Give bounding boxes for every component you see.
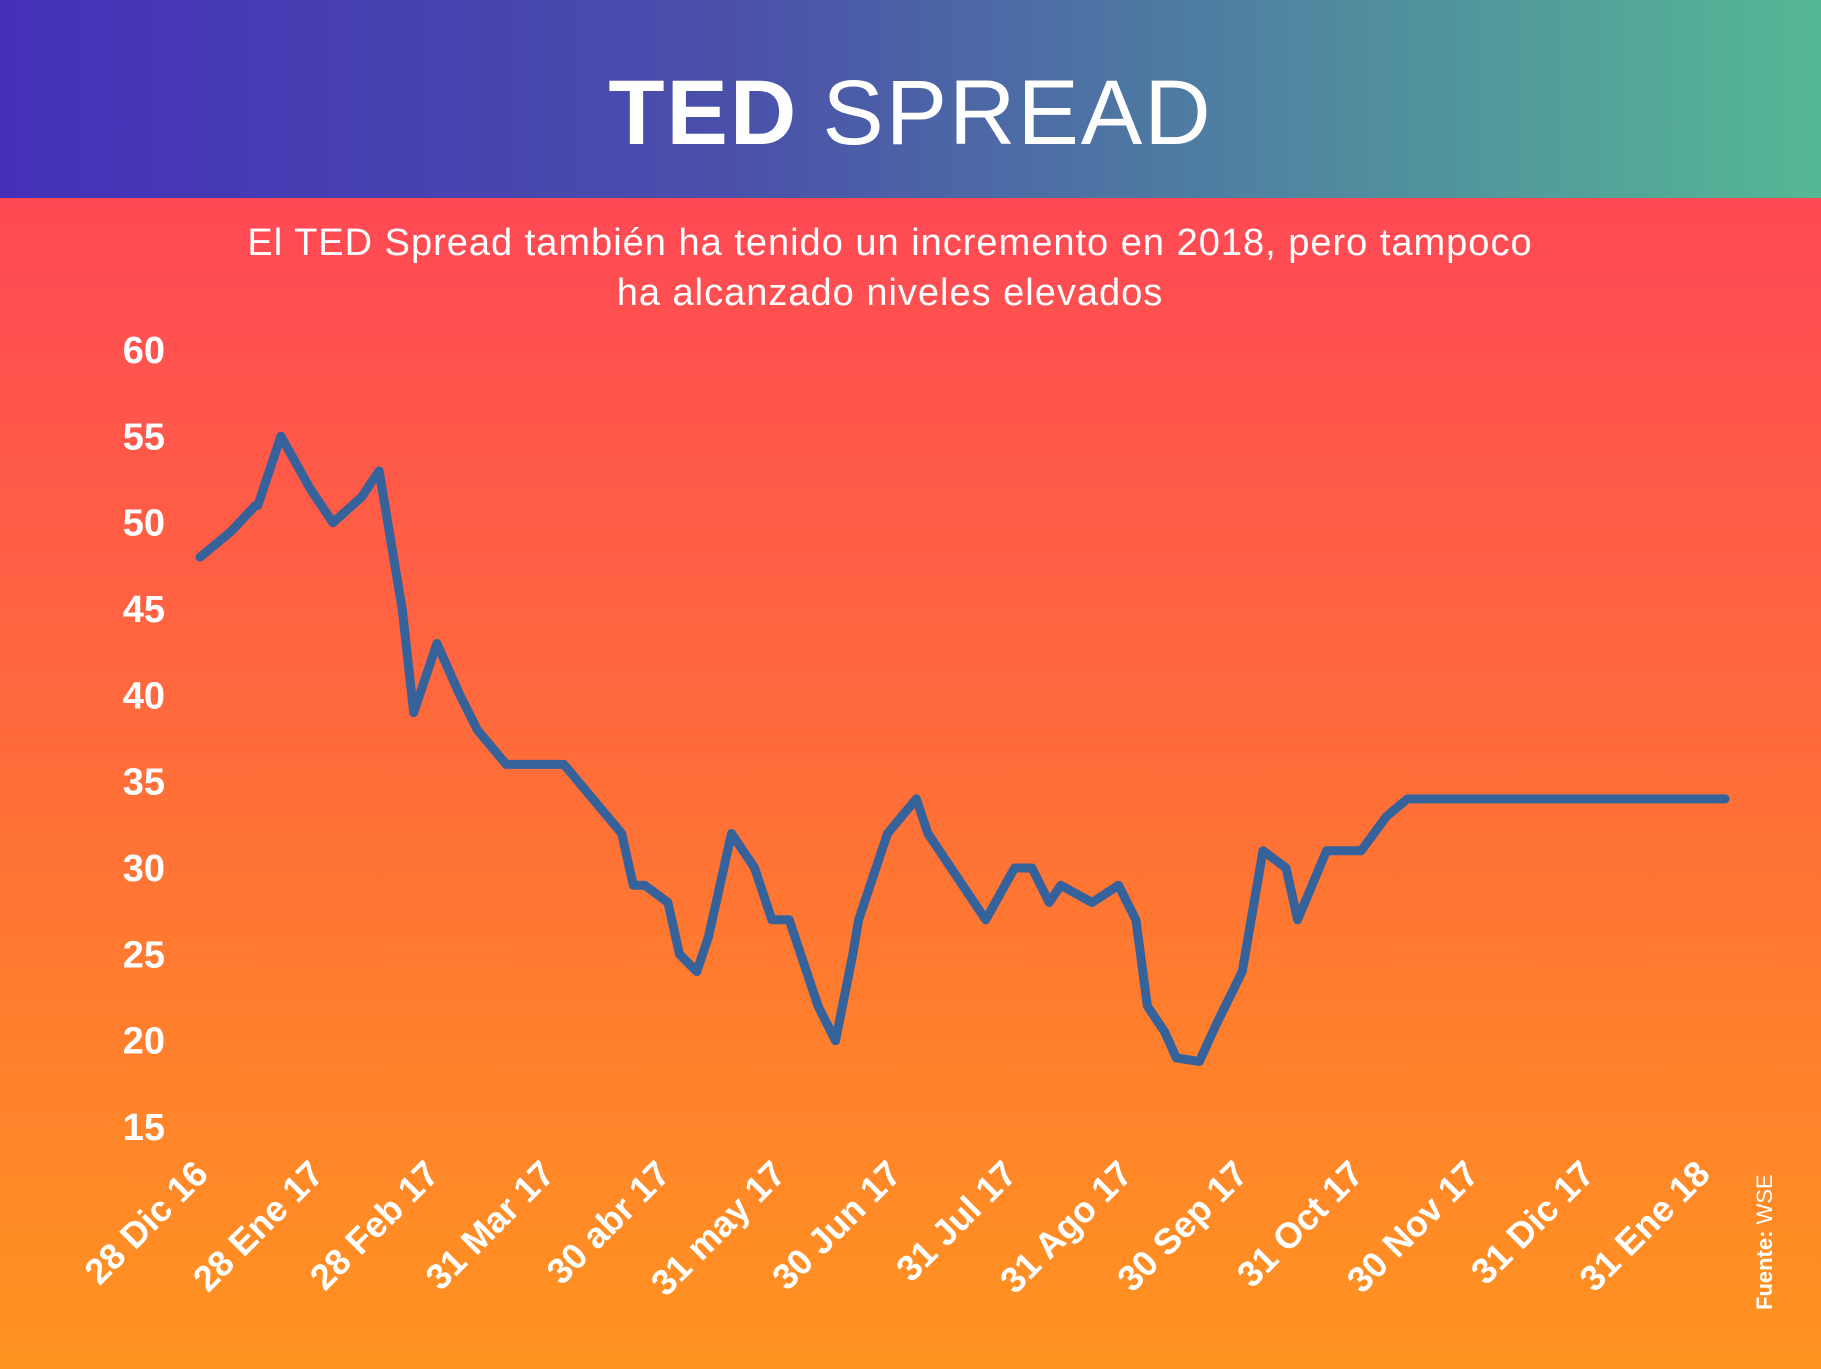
y-tick-label: 50	[123, 503, 165, 545]
subtitle-line-2: ha alcanzado niveles elevados	[616, 272, 1164, 314]
title-light: SPREAD	[822, 62, 1213, 164]
y-tick-label: 15	[123, 1107, 165, 1149]
y-axis-ticks: 60 55 50 45 40 35 30 25 20 15	[123, 330, 165, 1149]
header-banner: TED SPREAD	[0, 0, 1821, 198]
y-tick-label: 55	[123, 416, 165, 458]
y-tick-label: 30	[123, 848, 165, 890]
title-bold: TED	[608, 62, 799, 164]
y-tick-label: 45	[123, 589, 165, 631]
series-line-ted-spread	[195, 431, 1730, 1066]
y-tick-label: 25	[123, 934, 165, 976]
source-value: WSE	[1752, 1174, 1777, 1225]
y-tick-label: 40	[123, 675, 165, 717]
chart-subtitle: El TED Spread también ha tenido un incre…	[110, 218, 1670, 318]
y-tick-label: 60	[123, 330, 165, 372]
source-label: Fuente:	[1752, 1230, 1777, 1310]
subtitle-line-1: El TED Spread también ha tenido un incre…	[247, 222, 1533, 264]
y-tick-label: 35	[123, 762, 165, 804]
source-note: Fuente: WSE	[1752, 1174, 1778, 1310]
page-title: TED SPREAD	[0, 58, 1821, 168]
y-tick-label: 20	[123, 1021, 165, 1063]
